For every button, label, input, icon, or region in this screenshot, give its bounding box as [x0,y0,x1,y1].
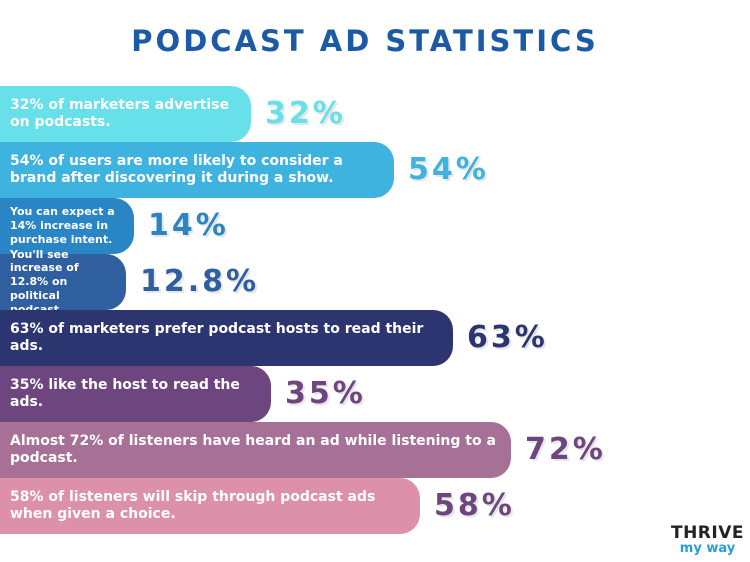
chart-title: PODCAST AD STATISTICS [131,24,599,58]
value-label-4: 12.8% [140,264,260,299]
bar-6: 35% like the host to read the ads. [0,366,271,422]
bar-label-8: 58% of listeners will skip through podca… [10,488,376,523]
thrive-my-way-logo: THRIVE my way [670,524,745,556]
value-label-7: 72% [525,432,606,467]
bar-8: 58% of listeners will skip through podca… [0,478,420,534]
bar-label-1: 32% of marketers advertise on podcasts. [10,96,229,131]
value-label-3: 14% [148,208,229,243]
bar-label-7: Almost 72% of listeners have heard an ad… [10,432,496,467]
bar-label-6: 35% like the host to read the ads. [10,376,240,411]
bar-label-3: You can expect a 14% increase in purchas… [10,205,115,246]
bar-4: You'll see increase of 12.8% on politica… [0,248,126,316]
bar-3: You can expect a 14% increase in purchas… [0,198,134,254]
value-label-8: 58% [434,488,515,523]
bar-label-4: You'll see increase of 12.8% on politica… [10,247,79,316]
bar-2: 54% of users are more likely to consider… [0,142,394,198]
bar-label-5: 63% of marketers prefer podcast hosts to… [10,320,424,355]
value-label-1: 32% [265,96,346,131]
bar-1: 32% of marketers advertise on podcasts. [0,86,251,142]
logo-line-1: THRIVE [670,523,744,543]
bar-5: 63% of marketers prefer podcast hosts to… [0,310,453,366]
logo-line-2: my way [679,541,736,556]
value-label-2: 54% [408,152,489,187]
value-label-5: 63% [467,320,548,355]
bar-label-2: 54% of users are more likely to consider… [10,152,343,187]
value-label-6: 35% [285,376,366,411]
bar-7: Almost 72% of listeners have heard an ad… [0,422,511,478]
